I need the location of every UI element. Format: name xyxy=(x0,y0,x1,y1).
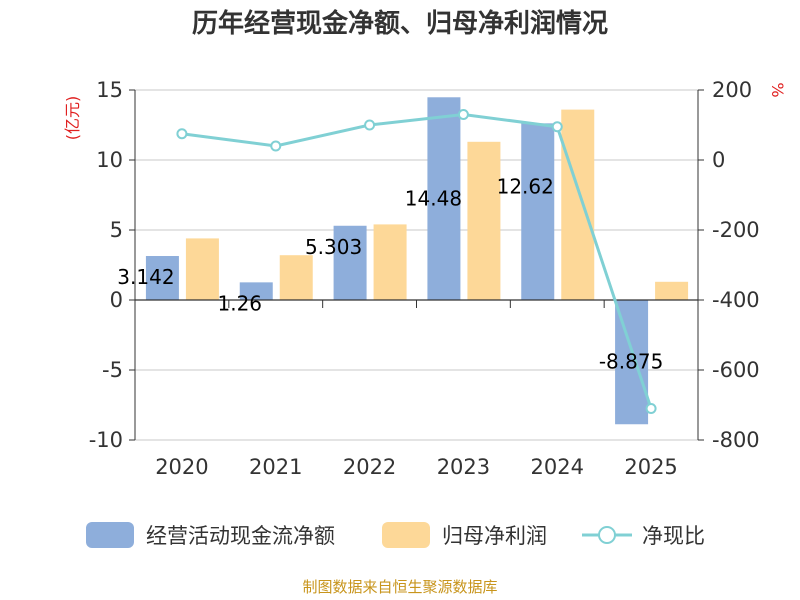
cashflow-data-label: 1.26 xyxy=(217,291,262,315)
profit-bar xyxy=(561,109,595,300)
profit-bar xyxy=(373,224,407,300)
right-axis-unit: % xyxy=(768,82,787,97)
cashflow-data-label: 3.142 xyxy=(117,265,174,289)
cashflow-bar xyxy=(239,282,273,300)
ratio-point xyxy=(364,119,376,131)
legend-label-ratio: 净现比 xyxy=(642,524,705,548)
left-axis-unit: (亿元) xyxy=(63,96,82,141)
legend-label-cashflow: 经营活动现金流净额 xyxy=(146,524,335,548)
left-tick-label: 15 xyxy=(96,78,123,102)
cashflow-data-label: -8.875 xyxy=(599,349,663,373)
ratio-point xyxy=(176,128,188,140)
axes: 15 10 5 0 -5 -10 200 0 -200 -400 -600 -800 2020 2021 2… xyxy=(89,78,760,479)
cashflow-bar xyxy=(521,123,555,300)
ratio-point xyxy=(270,140,282,152)
right-tick-label: 0 xyxy=(712,148,725,172)
ratio-line xyxy=(176,109,657,414)
right-tick-label: -200 xyxy=(712,218,760,242)
category-label: 2023 xyxy=(437,455,490,479)
profit-bar xyxy=(279,255,313,300)
cashflow-data-label: 12.62 xyxy=(497,174,554,198)
profit-bar xyxy=(655,281,689,300)
category-label: 2025 xyxy=(624,455,677,479)
right-tick-label: 200 xyxy=(712,78,752,102)
category-label: 2022 xyxy=(343,455,396,479)
profit-bar xyxy=(467,141,501,300)
legend-swatch-profit xyxy=(382,522,430,548)
left-tick-label: 0 xyxy=(110,288,123,312)
right-tick-label: -800 xyxy=(712,428,760,452)
cashflow-data-label: 14.48 xyxy=(405,186,462,210)
gridlines xyxy=(135,89,698,441)
source-note: 制图数据来自恒生聚源数据库 xyxy=(302,578,497,596)
cashflow-bar xyxy=(427,97,461,300)
legend-label-profit: 归母净利润 xyxy=(442,524,547,548)
cashflow-bar xyxy=(145,256,179,300)
left-tick-label: 10 xyxy=(96,148,123,172)
right-tick-label: -600 xyxy=(712,358,760,382)
chart-title: 历年经营现金净额、归母净利润情况 xyxy=(192,8,608,39)
ratio-point xyxy=(457,109,469,120)
left-tick-label: -10 xyxy=(89,428,123,452)
category-label: 2024 xyxy=(531,455,584,479)
ratio-point xyxy=(645,403,657,414)
profit-bar xyxy=(185,238,219,300)
legend-swatch-ratio-marker xyxy=(598,526,616,544)
right-tick-label: -400 xyxy=(712,288,760,312)
cashflow-data-label: 5.303 xyxy=(305,235,362,259)
ratio-point xyxy=(551,121,563,133)
left-tick-label: -5 xyxy=(102,358,123,382)
left-tick-label: 5 xyxy=(110,218,123,242)
ratio-line-path xyxy=(181,112,653,409)
legend: 经营活动现金流净额 归母净利润 净现比 xyxy=(86,522,705,548)
category-label: 2021 xyxy=(249,455,302,479)
bars xyxy=(145,97,689,425)
data-labels: 3.142 1.26 5.303 14.48 12.62 -8.875 xyxy=(117,174,663,373)
legend-swatch-cashflow xyxy=(86,522,134,548)
cashflow-bar xyxy=(333,225,367,300)
category-label: 2020 xyxy=(155,455,208,479)
